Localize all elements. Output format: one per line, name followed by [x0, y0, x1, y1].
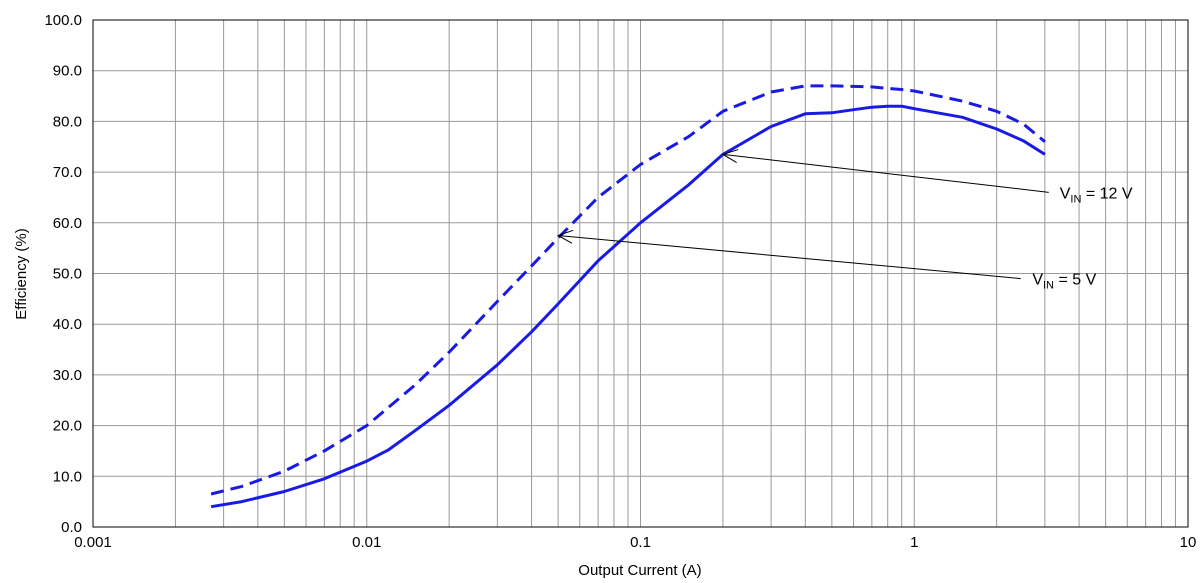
- y-tick-label: 20.0: [53, 418, 82, 435]
- annotation-arrowhead: [721, 149, 739, 163]
- annotation-arrow-line: [558, 234, 1021, 280]
- series-layer: [210, 84, 1046, 509]
- x-axis-title: Output Current (A): [578, 562, 701, 579]
- y-tick-label: 70.0: [53, 164, 82, 181]
- x-tick-label: 0.01: [352, 534, 381, 551]
- y-tick-label: 80.0: [53, 113, 82, 130]
- annotation-arrowhead: [556, 229, 574, 244]
- x-tick-label: 10: [1180, 534, 1197, 551]
- annotation-label-1: VIN = 12 V: [1060, 185, 1133, 205]
- grid-lines: [92, 20, 1188, 527]
- x-tick-label: 1: [910, 534, 918, 551]
- y-tick-label: 30.0: [53, 367, 82, 384]
- annotation-layer: VIN = 12 V VIN = 5 V: [556, 149, 1133, 292]
- series-line-1: [210, 104, 1046, 509]
- y-tick-label: 50.0: [53, 266, 82, 283]
- series-line-2: [210, 84, 1046, 496]
- y-tick-label: 90.0: [53, 63, 82, 80]
- y-axis-title: Efficiency (%): [13, 228, 30, 319]
- y-tick-label: 100.0: [44, 12, 82, 29]
- y-tick-label: 10.0: [53, 468, 82, 485]
- x-tick-label: 0.001: [74, 534, 112, 551]
- annotation-label-2: VIN = 5 V: [1032, 272, 1096, 292]
- annotation-arrow-line: [722, 153, 1049, 193]
- y-tick-label: 40.0: [53, 316, 82, 333]
- x-tick-label: 0.1: [630, 534, 651, 551]
- y-tick-label: 60.0: [53, 215, 82, 232]
- plot-frame: [92, 19, 1189, 528]
- y-tick-label: 0.0: [61, 519, 82, 536]
- tick-labels: 0.010.020.030.040.050.060.070.080.090.01…: [44, 12, 1196, 551]
